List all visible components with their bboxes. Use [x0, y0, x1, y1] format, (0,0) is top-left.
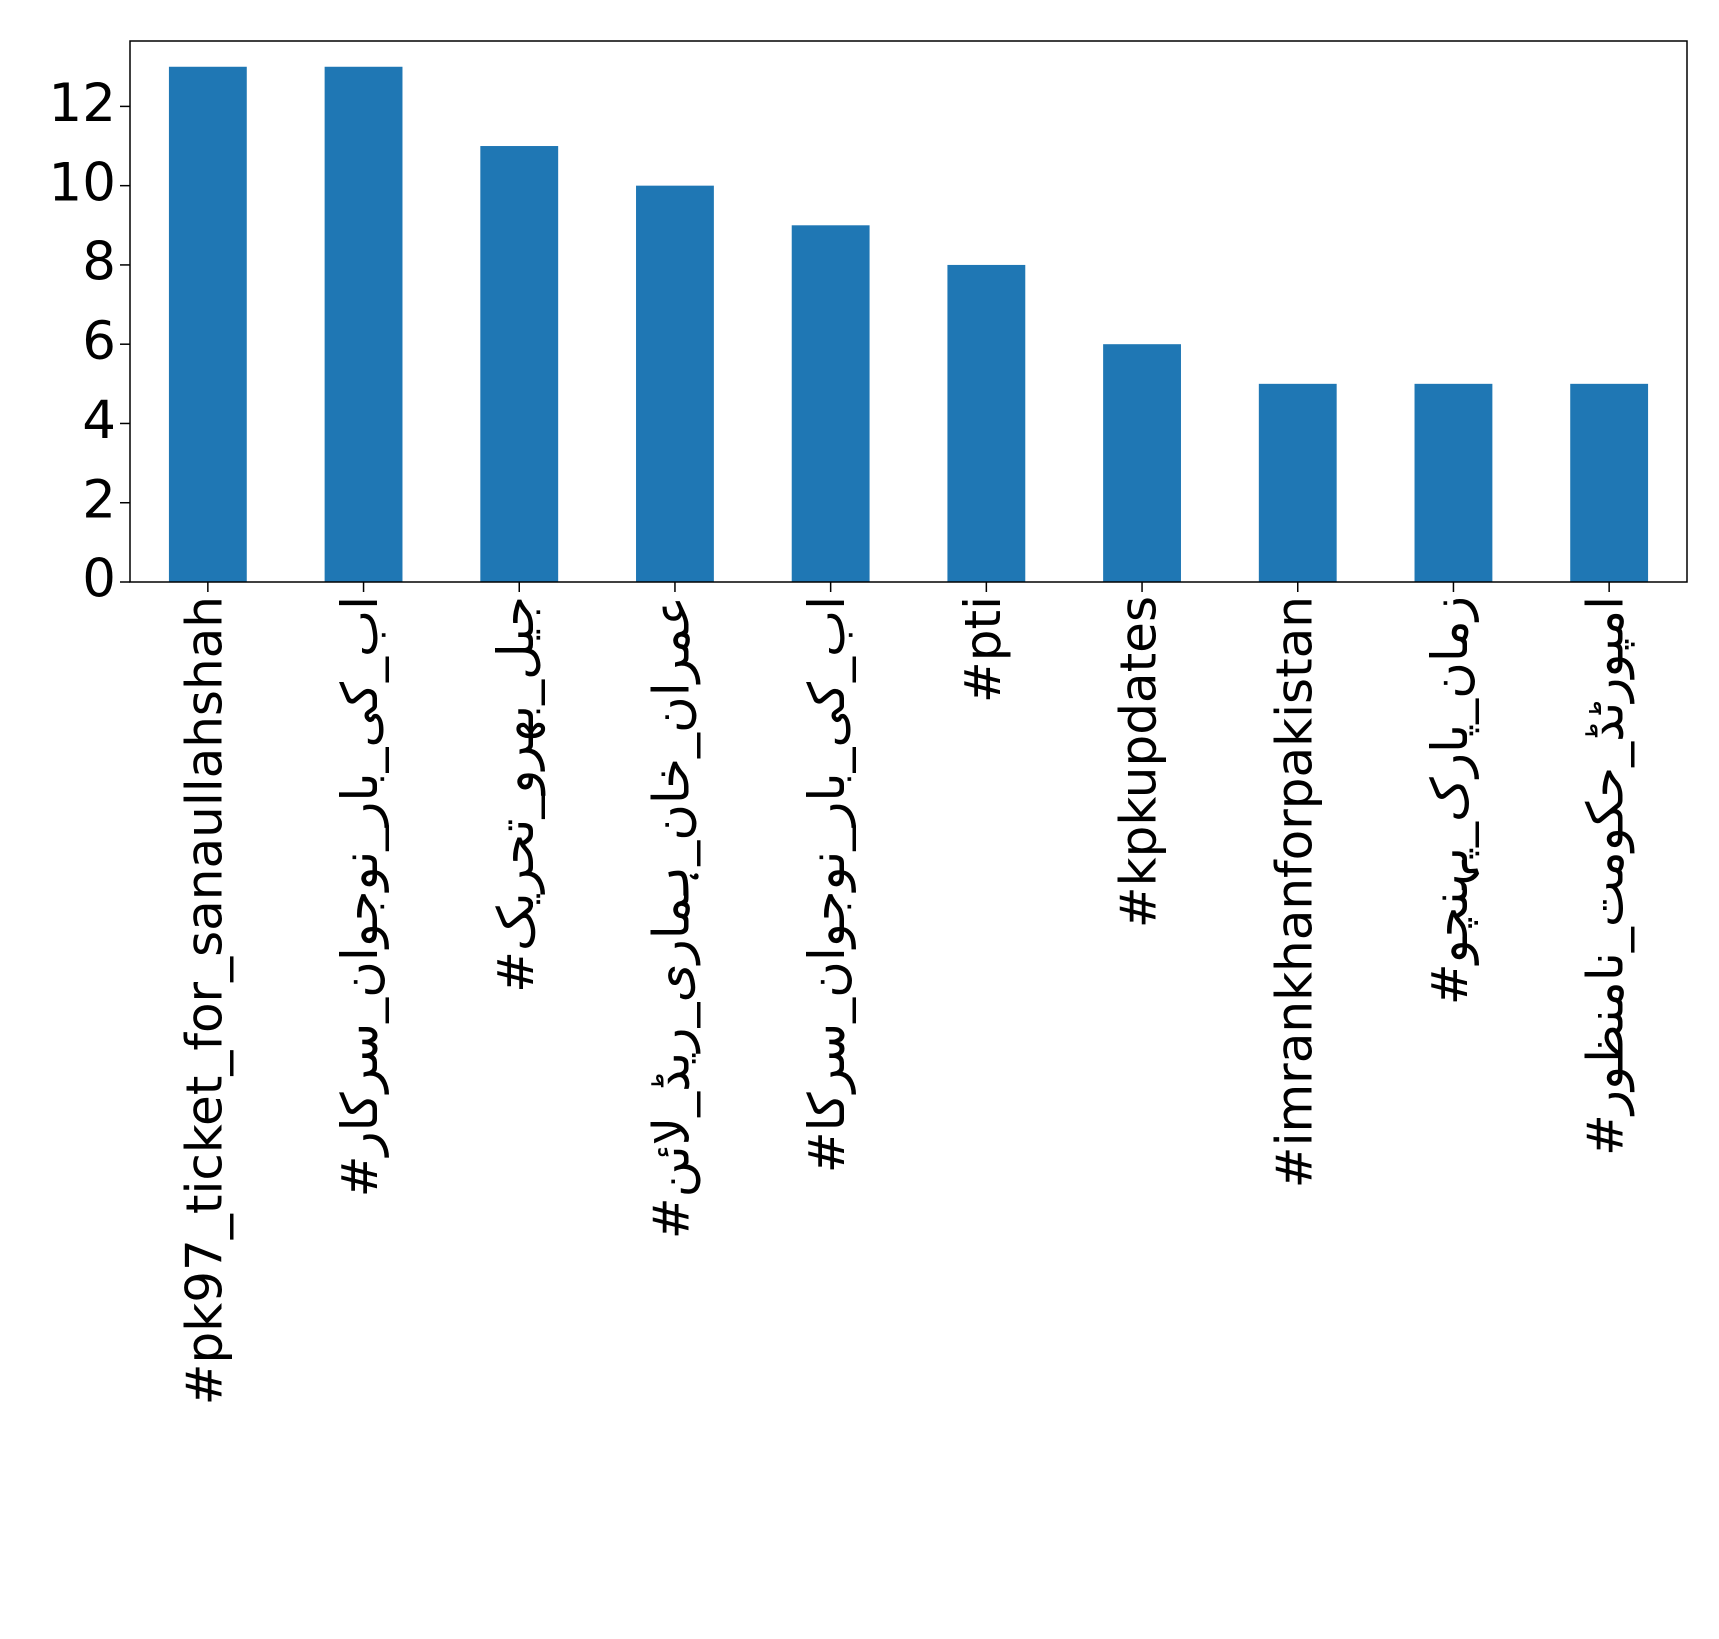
plot-frame	[129, 40, 1688, 583]
x-tick-label: #pti	[954, 596, 1012, 703]
x-tick-label: #اب_کی_بار_نوجوان_سرکا	[798, 596, 856, 1173]
y-tick-label: 2	[82, 469, 116, 530]
bar	[791, 225, 870, 583]
y-tick-label: 6	[82, 311, 116, 372]
bar	[168, 66, 247, 582]
bar	[1570, 383, 1649, 582]
x-tick-label: #اب_کی_بار_نوجوان_سرکار	[331, 596, 389, 1197]
x-tick-label: #امپورٹڈ_حکومت_نامنظور	[1577, 596, 1635, 1156]
y-tick-label: 4	[82, 390, 116, 451]
bar	[480, 146, 559, 582]
bar	[1258, 383, 1337, 582]
bar	[1103, 344, 1181, 582]
y-tick-label: 0	[82, 549, 116, 610]
x-tick-label: #imrankhanforpakistan	[1265, 596, 1323, 1188]
bar	[636, 185, 714, 582]
y-tick-label: 8	[82, 232, 116, 293]
y-tick-label: 12	[49, 73, 116, 134]
x-tick-label: #pk97_ticket_for_sanaullahshah	[175, 596, 233, 1405]
bar	[324, 66, 403, 582]
bar	[1414, 383, 1493, 582]
x-tick-label: #kpkupdates	[1110, 596, 1168, 928]
x-tick-label: #عمران_خان_ہماری_ریڈ_لائن	[642, 596, 700, 1239]
x-tick-label: #جیل_بھرو_تحریک	[487, 596, 546, 993]
y-tick-label: 10	[49, 152, 116, 213]
x-tick-label: #زمان_پارک_پہنچو	[1421, 596, 1479, 1005]
bar	[947, 264, 1026, 582]
